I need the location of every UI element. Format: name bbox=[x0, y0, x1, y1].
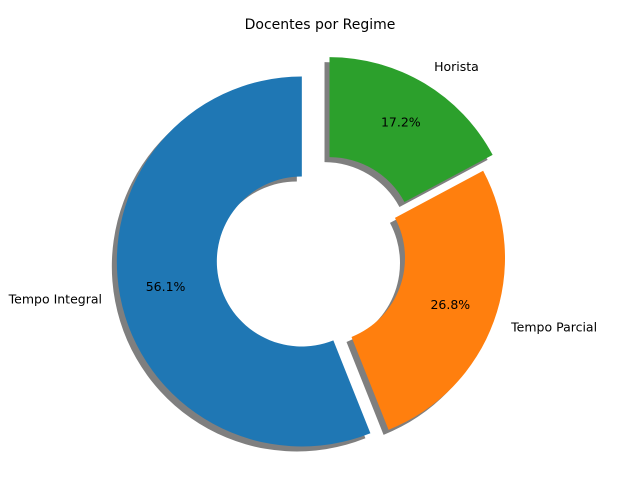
category-label-tempo-parcial: Tempo Parcial bbox=[510, 319, 597, 334]
chart-title: Docentes por Regime bbox=[245, 17, 396, 33]
slice-horista bbox=[329, 57, 493, 203]
slice-labels: Tempo Integral 56.1% Tempo Parcial 26.8% Hor… bbox=[8, 59, 597, 334]
category-label-tempo-integral: Tempo Integral bbox=[8, 291, 102, 306]
percent-label-tempo-integral: 56.1% bbox=[146, 279, 186, 294]
category-label-horista: Horista bbox=[434, 59, 479, 74]
slice-tempo-integral bbox=[116, 76, 371, 447]
slices bbox=[116, 57, 506, 447]
percent-label-horista: 17.2% bbox=[381, 115, 421, 130]
percent-label-tempo-parcial: 26.8% bbox=[430, 297, 470, 312]
slice-tempo-parcial bbox=[351, 170, 506, 430]
